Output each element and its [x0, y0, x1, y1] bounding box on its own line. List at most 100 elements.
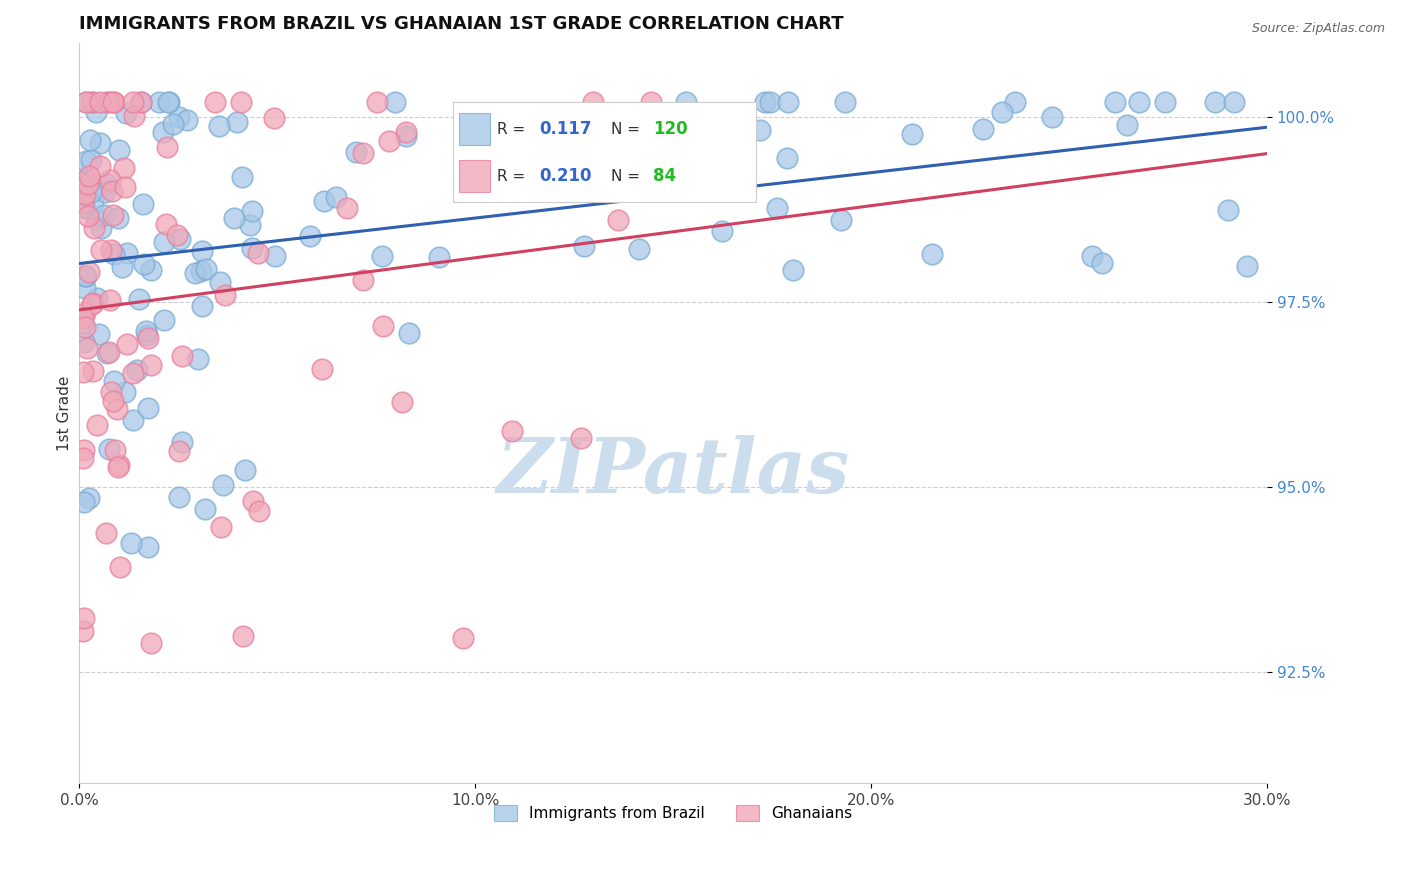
Point [371, 318, 394, 333]
Point [96, 95, 118, 109]
Point [131, 197, 153, 211]
Point [100, 385, 122, 400]
Point [127, 363, 149, 377]
Point [298, 229, 321, 244]
Point [1128, 95, 1150, 109]
Point [377, 134, 399, 148]
Point [170, 349, 193, 363]
Point [398, 326, 420, 340]
Y-axis label: 1st Grade: 1st Grade [58, 376, 72, 450]
Point [659, 149, 682, 163]
Point [103, 209, 125, 223]
Point [209, 519, 232, 533]
Point [371, 249, 394, 263]
Point [572, 116, 595, 130]
Point [226, 115, 249, 129]
Point [114, 180, 136, 194]
Point [598, 128, 620, 143]
Point [152, 125, 174, 139]
Point [121, 95, 143, 109]
Point [72, 201, 94, 215]
Point [83, 221, 105, 235]
Point [247, 504, 270, 518]
Point [101, 184, 124, 198]
Point [190, 299, 212, 313]
Point [312, 194, 335, 208]
Point [72, 195, 94, 210]
Point [98, 344, 121, 359]
Point [103, 394, 125, 409]
Point [190, 264, 212, 278]
Text: IMMIGRANTS FROM BRAZIL VS GHANAIAN 1ST GRADE CORRELATION CHART: IMMIGRANTS FROM BRAZIL VS GHANAIAN 1ST G… [79, 15, 844, 33]
Point [231, 169, 253, 184]
Point [765, 201, 787, 215]
Point [169, 232, 191, 246]
Point [366, 95, 388, 109]
Point [222, 211, 245, 225]
Point [581, 95, 603, 109]
Point [451, 631, 474, 645]
Point [73, 442, 96, 457]
Point [1204, 95, 1226, 109]
Point [73, 201, 96, 215]
Point [72, 175, 94, 189]
Point [75, 95, 97, 109]
Point [75, 268, 97, 283]
Point [73, 611, 96, 625]
Point [72, 451, 94, 466]
Point [134, 257, 156, 271]
Point [107, 460, 129, 475]
Point [1236, 259, 1258, 273]
Point [571, 431, 593, 445]
Point [209, 275, 232, 289]
Point [263, 111, 285, 125]
Point [1154, 95, 1177, 109]
Point [212, 477, 235, 491]
Text: ZIPatlas: ZIPatlas [496, 435, 849, 509]
Point [157, 95, 180, 109]
Point [141, 263, 163, 277]
Point [72, 176, 94, 190]
Point [311, 361, 333, 376]
Point [114, 106, 136, 120]
Point [73, 306, 96, 320]
Point [162, 117, 184, 131]
Point [80, 153, 103, 168]
Point [73, 335, 96, 350]
Point [84, 104, 107, 119]
Point [152, 235, 174, 249]
Point [167, 110, 190, 124]
Point [79, 186, 101, 200]
Point [776, 95, 799, 109]
Point [98, 172, 121, 186]
Point [264, 249, 287, 263]
Point [82, 364, 104, 378]
Point [157, 95, 180, 109]
Legend: Immigrants from Brazil, Ghanaians: Immigrants from Brazil, Ghanaians [488, 799, 858, 827]
Point [191, 244, 214, 258]
Point [96, 177, 118, 191]
Point [72, 311, 94, 326]
Point [184, 266, 207, 280]
Point [96, 526, 118, 541]
Point [105, 401, 128, 416]
Point [103, 374, 125, 388]
Point [89, 136, 111, 150]
Point [710, 224, 733, 238]
Point [614, 183, 637, 197]
Point [208, 119, 231, 133]
Point [176, 113, 198, 128]
Point [352, 273, 374, 287]
Point [325, 190, 347, 204]
Point [574, 238, 596, 252]
Point [77, 491, 100, 506]
Point [775, 152, 797, 166]
Point [242, 241, 264, 255]
Point [86, 292, 108, 306]
Point [155, 217, 177, 231]
Point [239, 218, 262, 232]
Point [395, 125, 418, 139]
Point [75, 320, 97, 334]
Point [75, 153, 97, 168]
Point [194, 261, 217, 276]
